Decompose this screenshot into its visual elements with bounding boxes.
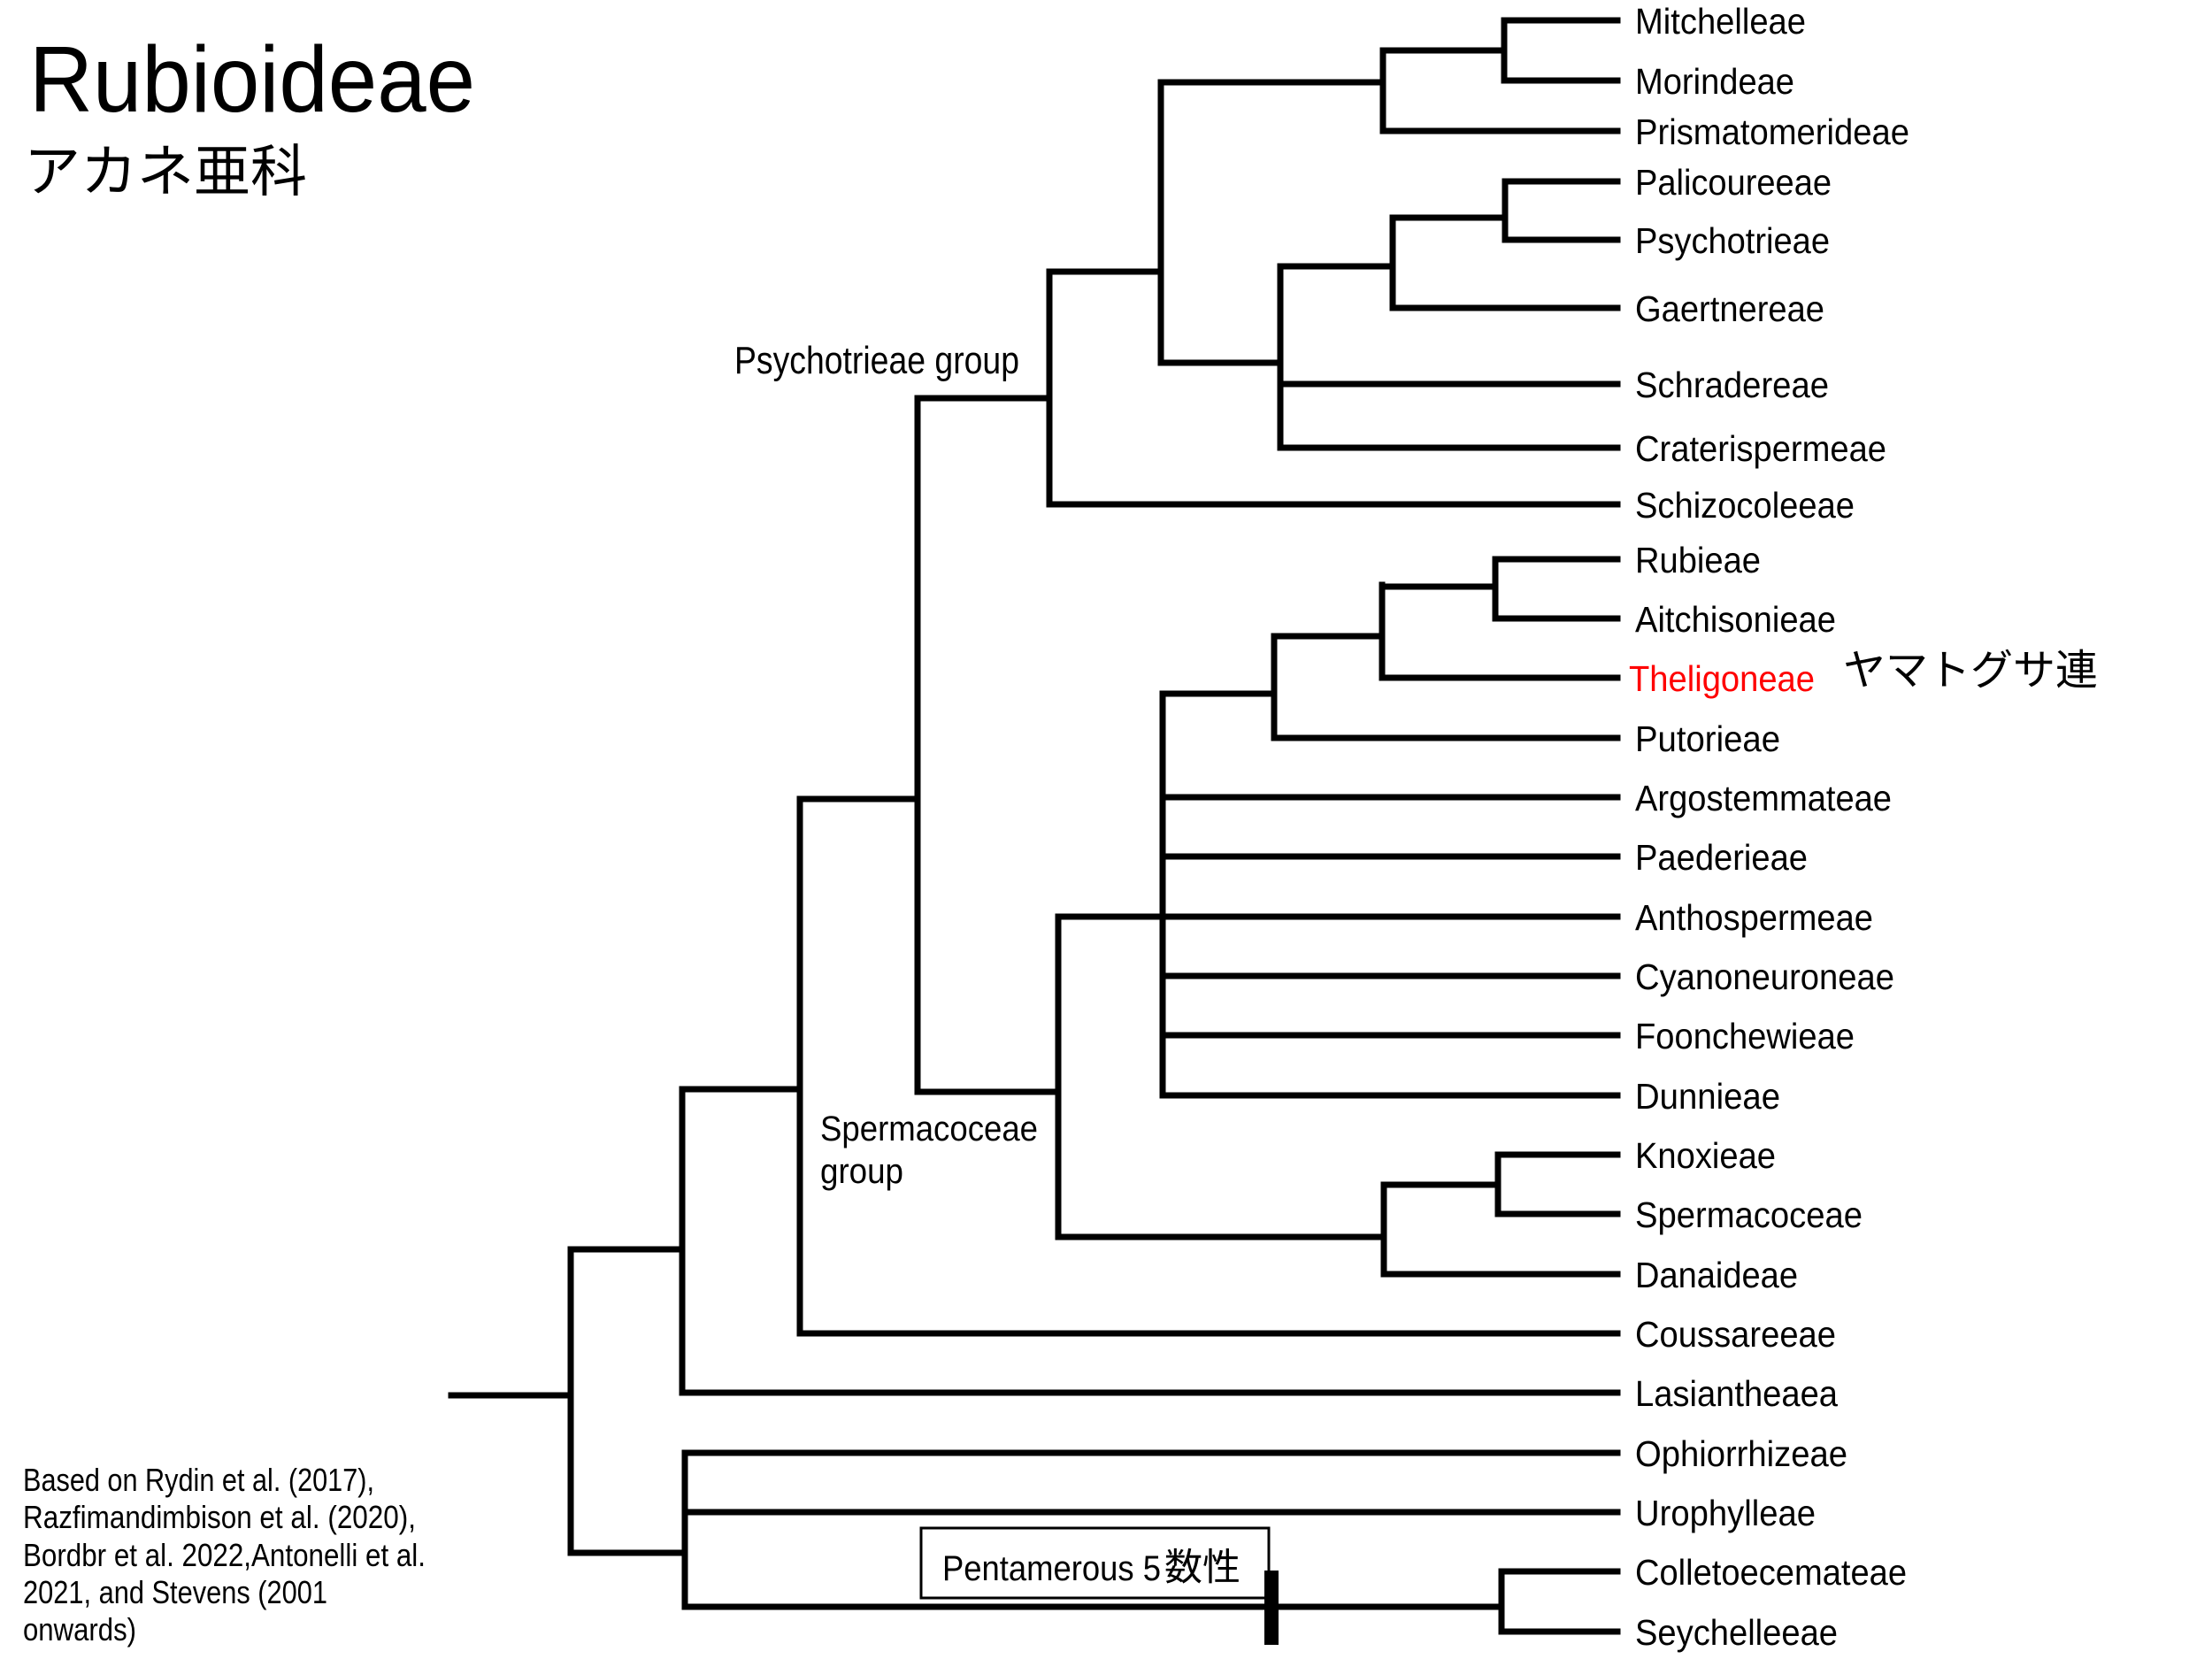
svg-text:group: group bbox=[820, 1152, 903, 1191]
svg-text:onwards): onwards) bbox=[23, 1611, 136, 1647]
svg-text:Psychotrieae group: Psychotrieae group bbox=[734, 339, 1019, 382]
svg-text:Paederieae: Paederieae bbox=[1635, 837, 1808, 878]
svg-text:Dunnieae: Dunnieae bbox=[1635, 1076, 1780, 1117]
svg-text:Seychelleeae: Seychelleeae bbox=[1635, 1612, 1838, 1653]
svg-text:Colletoecemateae: Colletoecemateae bbox=[1635, 1552, 1907, 1593]
svg-text:Danaideae: Danaideae bbox=[1635, 1255, 1798, 1295]
svg-text:Spermacoceae: Spermacoceae bbox=[820, 1110, 1038, 1148]
svg-text:Morindeae: Morindeae bbox=[1635, 61, 1794, 102]
svg-text:Razfimandimbison et al. (2020): Razfimandimbison et al. (2020), bbox=[23, 1499, 416, 1535]
svg-text:Argostemmateae: Argostemmateae bbox=[1635, 778, 1892, 818]
svg-text:Anthospermeae: Anthospermeae bbox=[1635, 897, 1873, 938]
svg-text:Rubieae: Rubieae bbox=[1635, 540, 1761, 580]
svg-text:Foonchewieae: Foonchewieae bbox=[1635, 1016, 1855, 1056]
svg-text:Gaertnereae: Gaertnereae bbox=[1635, 288, 1824, 329]
svg-text:Knoxieae: Knoxieae bbox=[1635, 1135, 1776, 1176]
svg-text:Pentamerous 5: Pentamerous 5 bbox=[942, 1549, 1161, 1588]
svg-text:Schizocoleeae: Schizocoleeae bbox=[1635, 485, 1855, 526]
svg-text:Aitchisonieae: Aitchisonieae bbox=[1635, 599, 1836, 640]
svg-text:Mitchelleae: Mitchelleae bbox=[1635, 1, 1806, 42]
svg-text:Palicoureeae: Palicoureeae bbox=[1635, 162, 1832, 203]
svg-text:Coussareeae: Coussareeae bbox=[1635, 1314, 1836, 1355]
svg-text:Cyanoneuroneae: Cyanoneuroneae bbox=[1635, 956, 1894, 997]
svg-text:Based on Rydin et al. (2017),: Based on Rydin et al. (2017), bbox=[23, 1462, 374, 1498]
svg-text:Bordbr et al. 2022,Antonelli e: Bordbr et al. 2022,Antonelli et al. bbox=[23, 1537, 426, 1573]
svg-text:2021, and Stevens (2001: 2021, and Stevens (2001 bbox=[23, 1574, 327, 1610]
svg-text:Schradereae: Schradereae bbox=[1635, 365, 1829, 405]
svg-text:Prismatomerideae: Prismatomerideae bbox=[1635, 111, 1909, 152]
svg-text:Theligoneae: Theligoneae bbox=[1629, 658, 1815, 699]
svg-text:Lasiantheaea: Lasiantheaea bbox=[1635, 1373, 1838, 1414]
svg-text:Putorieae: Putorieae bbox=[1635, 718, 1780, 759]
svg-text:Ophiorrhizeae: Ophiorrhizeae bbox=[1635, 1433, 1847, 1474]
svg-text:Craterispermeae: Craterispermeae bbox=[1635, 428, 1886, 469]
svg-text:Rubioideae: Rubioideae bbox=[29, 27, 475, 132]
svg-text:Spermacoceae: Spermacoceae bbox=[1635, 1194, 1863, 1235]
svg-text:Psychotrieae: Psychotrieae bbox=[1635, 220, 1830, 261]
svg-text:Urophylleae: Urophylleae bbox=[1635, 1493, 1816, 1533]
